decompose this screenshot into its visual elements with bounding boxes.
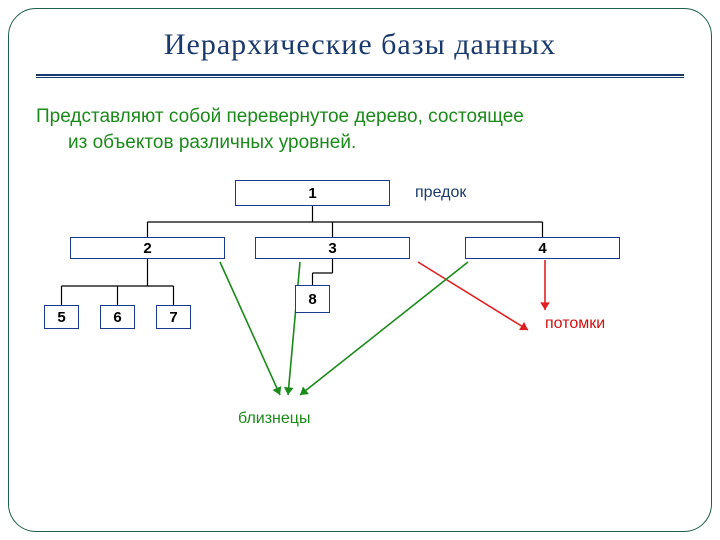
desc-line2: из объектов различных уровней. bbox=[36, 130, 660, 156]
tree-node-3: 3 bbox=[255, 237, 410, 259]
title-underline bbox=[36, 74, 684, 78]
tree-diagram: 1 2 3 4 567 8 предок потомки близнецы bbox=[0, 170, 720, 520]
tree-node-1: 1 bbox=[235, 180, 390, 206]
tree-node-7: 7 bbox=[156, 305, 191, 329]
slide-title: Иерархические базы данных bbox=[0, 28, 720, 62]
diagram-svg bbox=[0, 170, 720, 520]
tree-node-8: 8 bbox=[295, 285, 330, 313]
description-text: Представляют собой перевернутое дерево, … bbox=[36, 104, 660, 155]
ancestor-label: предок bbox=[415, 184, 466, 202]
tree-node-5: 5 bbox=[44, 305, 79, 329]
desc-line1: Представляют собой перевернутое дерево, … bbox=[36, 106, 524, 127]
tree-node-2: 2 bbox=[70, 237, 225, 259]
tree-node-4: 4 bbox=[465, 237, 620, 259]
tree-node-6: 6 bbox=[100, 305, 135, 329]
twins-label: близнецы bbox=[238, 410, 310, 428]
descendants-label: потомки bbox=[545, 315, 605, 333]
